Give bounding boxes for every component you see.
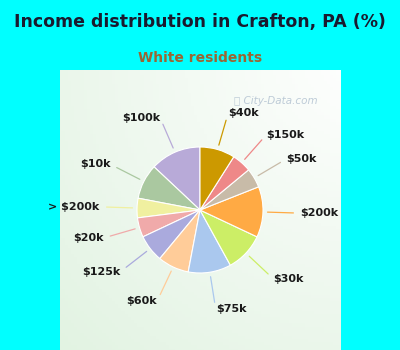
Text: Ⓐ City-Data.com: Ⓐ City-Data.com bbox=[234, 96, 317, 106]
Wedge shape bbox=[138, 210, 200, 237]
Wedge shape bbox=[200, 210, 257, 265]
Wedge shape bbox=[188, 210, 230, 273]
Wedge shape bbox=[200, 157, 248, 210]
Text: $150k: $150k bbox=[266, 130, 305, 140]
Wedge shape bbox=[138, 167, 200, 210]
Text: White residents: White residents bbox=[138, 51, 262, 65]
Text: $200k: $200k bbox=[300, 208, 339, 218]
Text: $75k: $75k bbox=[216, 304, 246, 314]
Text: $60k: $60k bbox=[126, 296, 157, 306]
Text: $20k: $20k bbox=[73, 233, 103, 243]
Text: $30k: $30k bbox=[273, 274, 304, 284]
Text: $50k: $50k bbox=[287, 154, 317, 164]
Text: $125k: $125k bbox=[82, 267, 120, 276]
Wedge shape bbox=[160, 210, 200, 272]
Text: Income distribution in Crafton, PA (%): Income distribution in Crafton, PA (%) bbox=[14, 13, 386, 30]
Text: $10k: $10k bbox=[80, 159, 110, 169]
Wedge shape bbox=[200, 170, 258, 210]
Text: > $200k: > $200k bbox=[48, 202, 100, 212]
Text: $100k: $100k bbox=[122, 113, 160, 122]
Wedge shape bbox=[137, 198, 200, 218]
Wedge shape bbox=[154, 147, 200, 210]
Wedge shape bbox=[200, 147, 234, 210]
Wedge shape bbox=[200, 187, 263, 237]
Wedge shape bbox=[143, 210, 200, 259]
Text: $40k: $40k bbox=[228, 108, 259, 118]
